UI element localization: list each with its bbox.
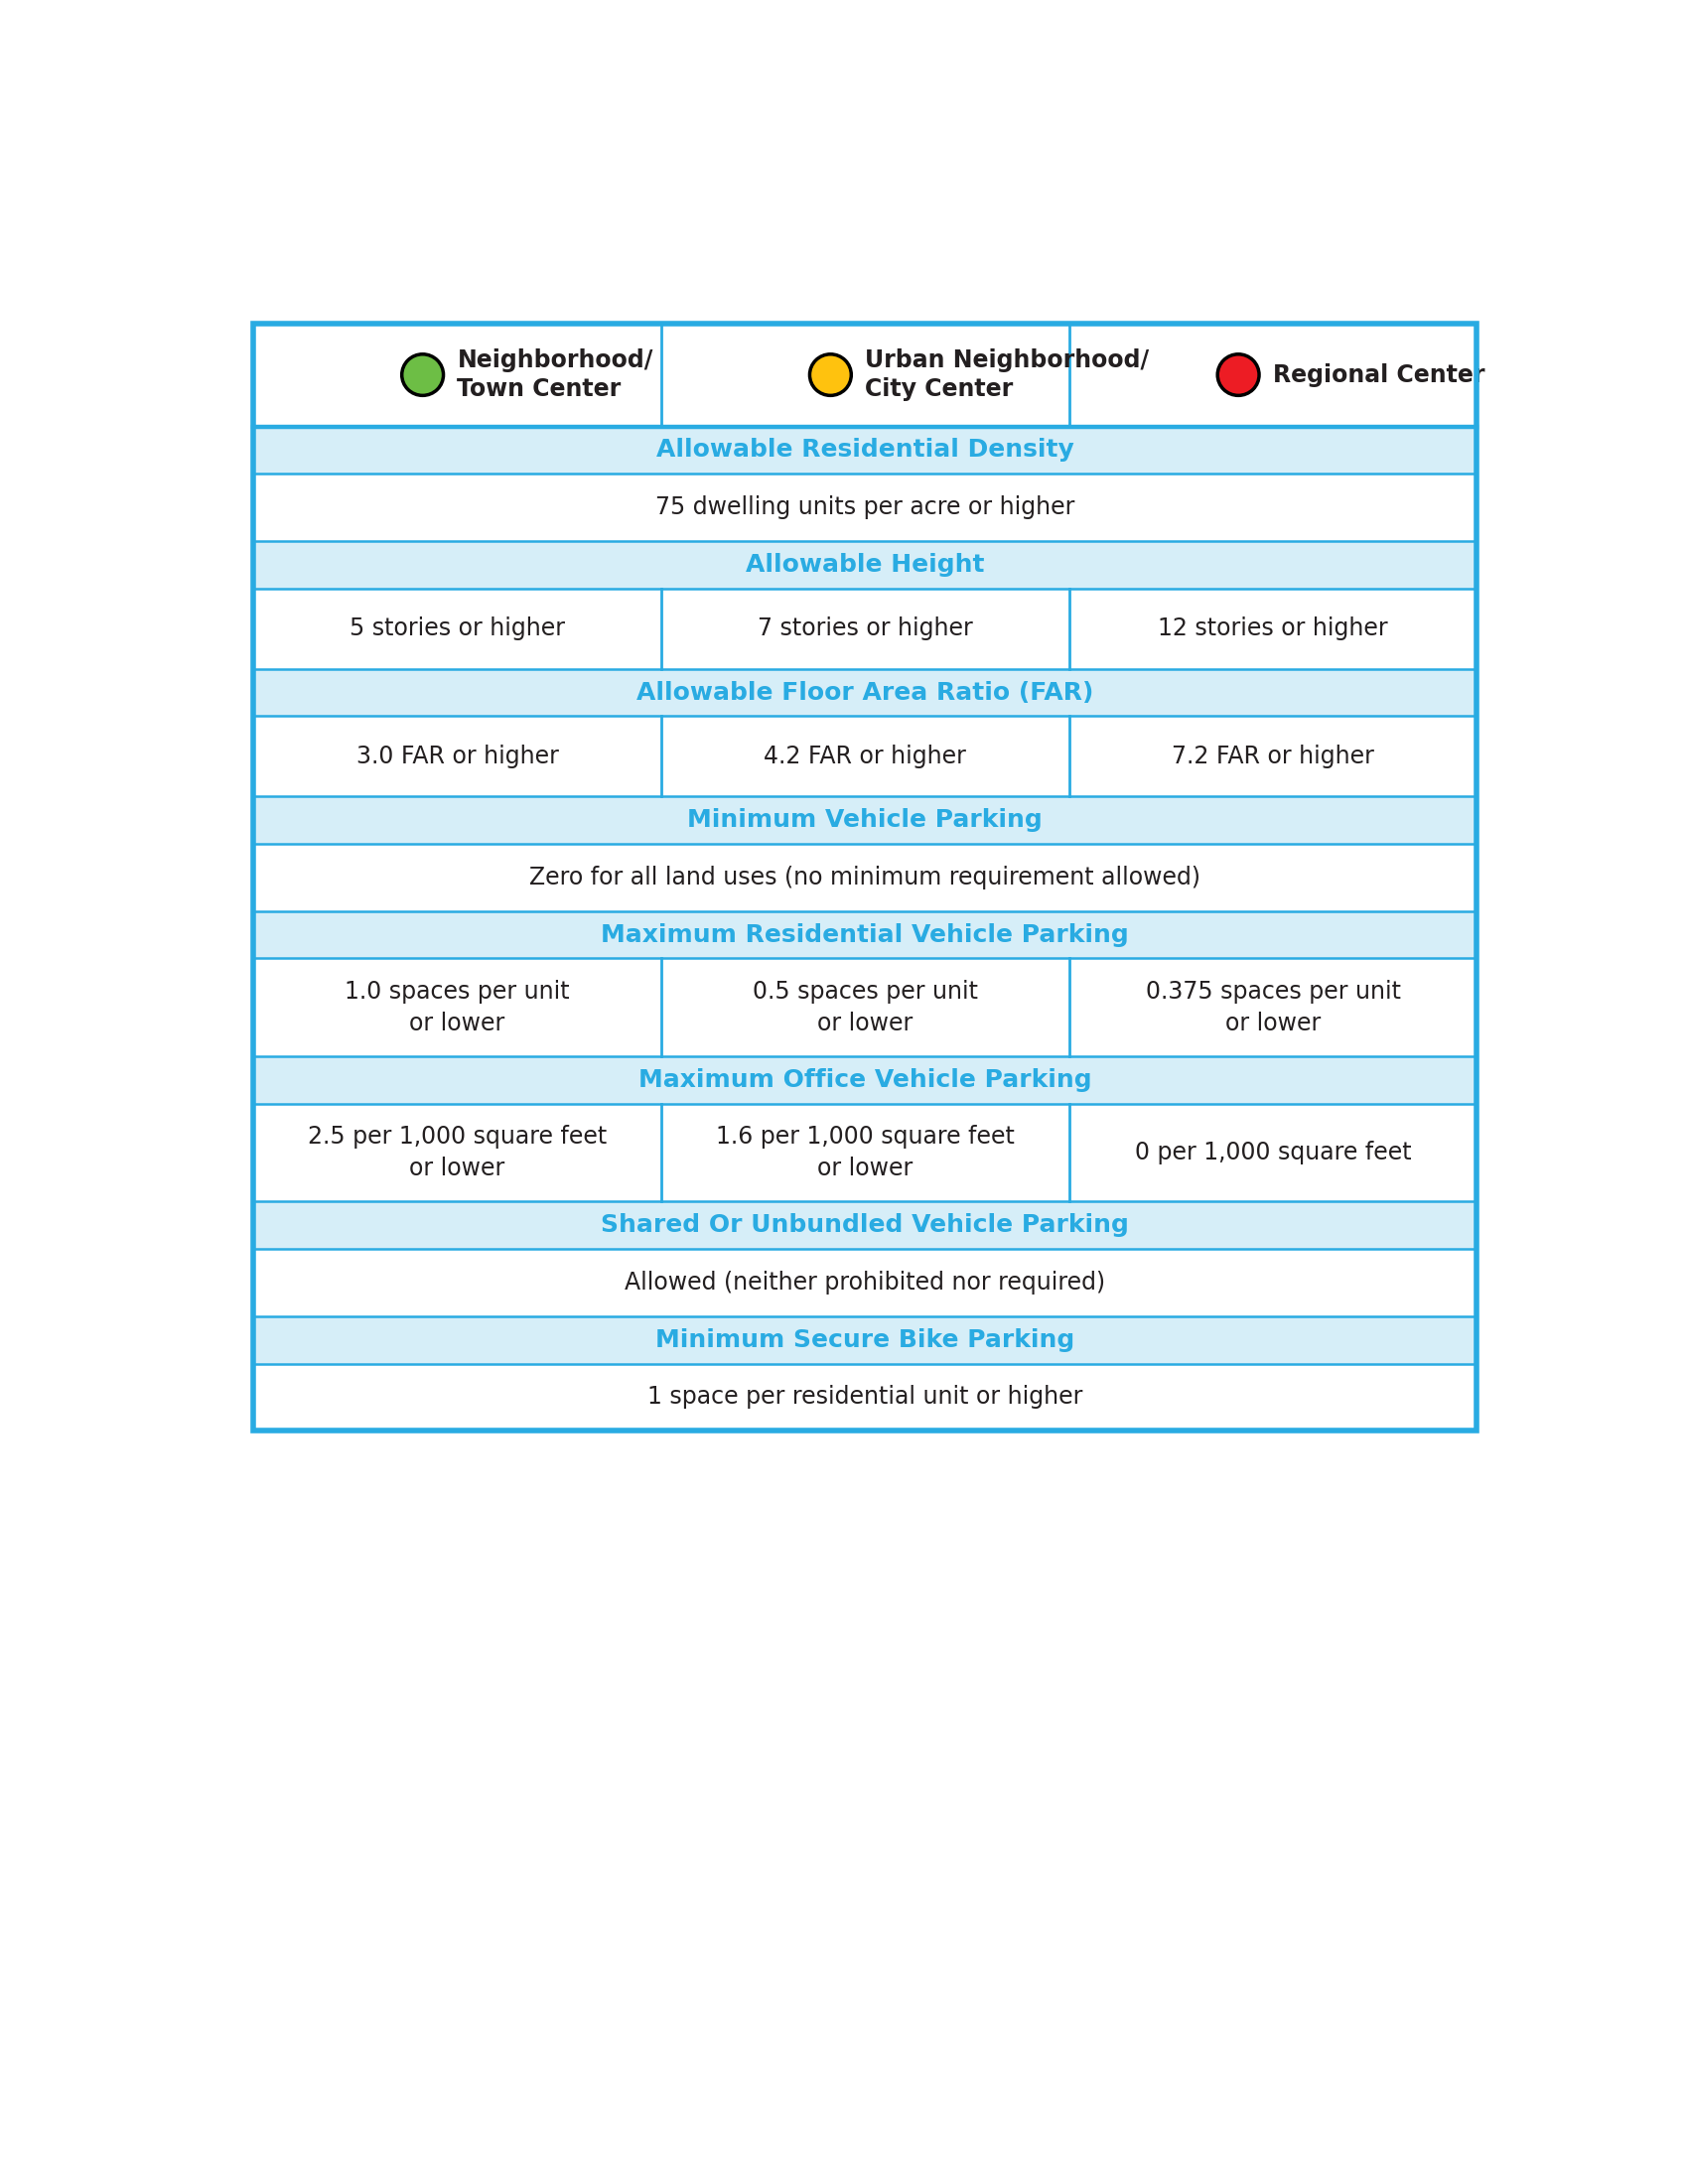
Bar: [253, 587, 1477, 668]
Text: 7 stories or higher: 7 stories or higher: [758, 616, 972, 640]
Text: Urban Neighborhood/
City Center: Urban Neighborhood/ City Center: [864, 347, 1150, 402]
Text: Zero for all land uses (no minimum requirement allowed): Zero for all land uses (no minimum requi…: [530, 865, 1200, 889]
Text: Neighborhood/
Town Center: Neighborhood/ Town Center: [457, 347, 653, 402]
Bar: [253, 911, 1477, 959]
Circle shape: [402, 354, 444, 395]
Bar: [253, 797, 1477, 843]
Bar: [253, 1057, 1477, 1103]
Bar: [253, 959, 1477, 1057]
Text: 3.0 FAR or higher: 3.0 FAR or higher: [356, 745, 559, 769]
Bar: [253, 668, 1477, 716]
Bar: [253, 426, 1477, 474]
Bar: [253, 1103, 1477, 1201]
Bar: [253, 843, 1477, 911]
Text: 0.375 spaces per unit
or lower: 0.375 spaces per unit or lower: [1146, 981, 1401, 1035]
Bar: [253, 474, 1477, 542]
Bar: [253, 323, 1477, 1431]
Text: 12 stories or higher: 12 stories or higher: [1158, 616, 1388, 640]
Text: 4.2 FAR or higher: 4.2 FAR or higher: [765, 745, 966, 769]
Text: 75 dwelling units per acre or higher: 75 dwelling units per acre or higher: [655, 496, 1075, 520]
Bar: [253, 1201, 1477, 1249]
Text: 2.5 per 1,000 square feet
or lower: 2.5 per 1,000 square feet or lower: [307, 1125, 606, 1179]
Text: Allowable Floor Area Ratio (FAR): Allowable Floor Area Ratio (FAR): [636, 681, 1094, 705]
Bar: [253, 1317, 1477, 1363]
Text: 1.0 spaces per unit
or lower: 1.0 spaces per unit or lower: [344, 981, 571, 1035]
Circle shape: [1217, 354, 1259, 395]
Text: Allowable Residential Density: Allowable Residential Density: [657, 439, 1074, 463]
Bar: [253, 542, 1477, 587]
Circle shape: [810, 354, 851, 395]
Text: 1 space per residential unit or higher: 1 space per residential unit or higher: [648, 1385, 1082, 1409]
Text: Maximum Residential Vehicle Parking: Maximum Residential Vehicle Parking: [601, 924, 1129, 946]
Text: 0.5 spaces per unit
or lower: 0.5 spaces per unit or lower: [753, 981, 977, 1035]
Text: Allowed (neither prohibited nor required): Allowed (neither prohibited nor required…: [625, 1271, 1106, 1295]
Text: Maximum Office Vehicle Parking: Maximum Office Vehicle Parking: [638, 1068, 1092, 1092]
Text: 7.2 FAR or higher: 7.2 FAR or higher: [1171, 745, 1374, 769]
Bar: [253, 323, 1477, 426]
Text: Minimum Vehicle Parking: Minimum Vehicle Parking: [687, 808, 1043, 832]
Bar: [253, 716, 1477, 797]
Bar: [253, 323, 1477, 1431]
Text: Regional Center: Regional Center: [1273, 363, 1485, 387]
Text: 1.6 per 1,000 square feet
or lower: 1.6 per 1,000 square feet or lower: [716, 1125, 1014, 1179]
Text: Minimum Secure Bike Parking: Minimum Secure Bike Parking: [655, 1328, 1075, 1352]
Text: Allowable Height: Allowable Height: [746, 553, 984, 577]
Text: 5 stories or higher: 5 stories or higher: [349, 616, 565, 640]
Bar: [253, 1249, 1477, 1317]
Text: Shared Or Unbundled Vehicle Parking: Shared Or Unbundled Vehicle Parking: [601, 1214, 1129, 1236]
Bar: [253, 1363, 1477, 1431]
Text: 0 per 1,000 square feet: 0 per 1,000 square feet: [1134, 1140, 1411, 1164]
